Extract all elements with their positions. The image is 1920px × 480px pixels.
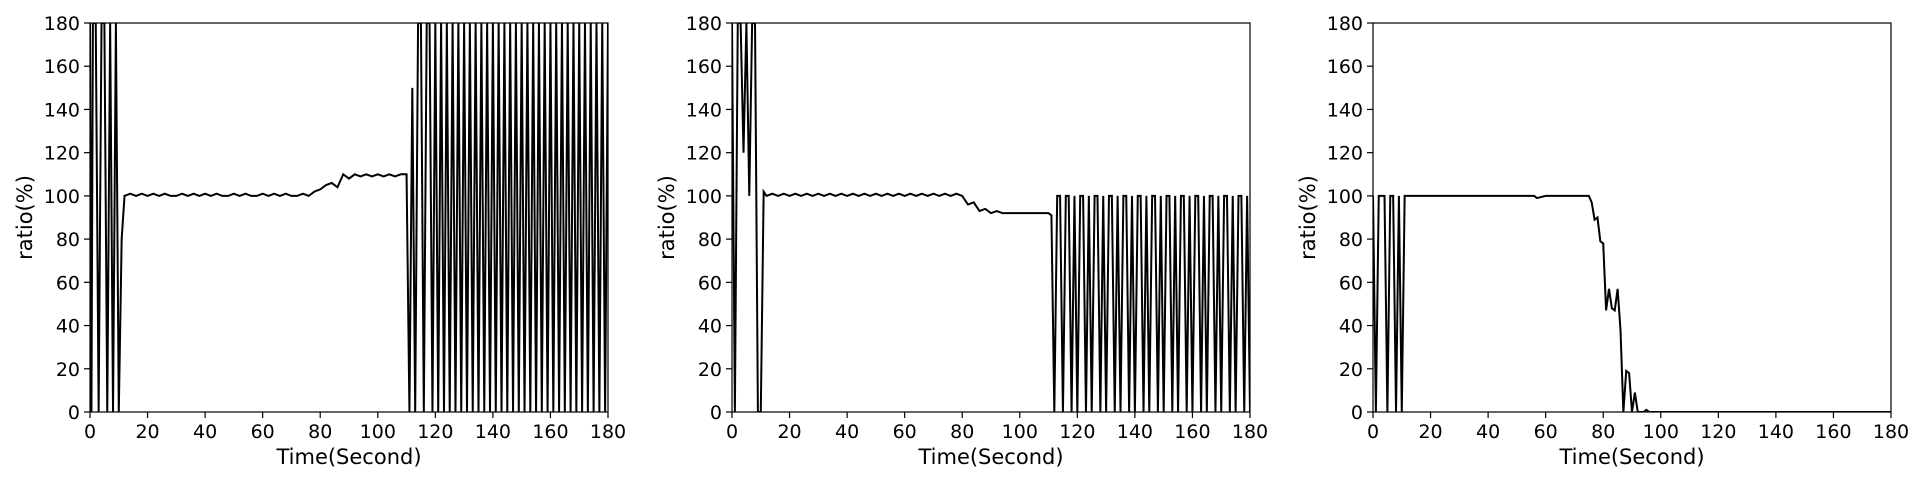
y-tick-label: 40: [1339, 316, 1363, 338]
x-tick-label: 60: [1534, 421, 1558, 443]
x-tick-label: 140: [475, 421, 511, 443]
x-tick-label: 0: [726, 421, 738, 443]
x-tick-label: 80: [308, 421, 332, 443]
chart-panel-2: 0 20 40 60 80 100 120 140 160 180 0 20 40 60 80 100 120 1…: [655, 13, 1268, 469]
y-tick-label: 80: [56, 229, 80, 251]
y-tick-label: 120: [1327, 143, 1363, 165]
x-axis-label: Time(Second): [275, 445, 421, 469]
x-axis-label: Time(Second): [1558, 445, 1704, 469]
y-axis-label: ratio(%): [13, 175, 37, 260]
y-axis-label: ratio(%): [1296, 175, 1320, 260]
x-tick-label: 180: [1873, 421, 1909, 443]
x-axis-label: Time(Second): [917, 445, 1063, 469]
y-tick-label: 160: [686, 56, 722, 78]
x-tick-label: 20: [777, 421, 801, 443]
y-tick-label: 160: [1327, 56, 1363, 78]
y-tick-label: 180: [44, 13, 80, 35]
x-tick-label: 140: [1117, 421, 1153, 443]
y-tick-label: 180: [686, 13, 722, 35]
y-tick-label: 20: [56, 359, 80, 381]
x-tick-label: 60: [893, 421, 917, 443]
y-tick-label: 40: [56, 316, 80, 338]
x-tick-label: 120: [1700, 421, 1736, 443]
y-tick-label: 120: [686, 143, 722, 165]
y-tick-label: 20: [1339, 359, 1363, 381]
y-tick-label: 60: [1339, 272, 1363, 294]
y-tick-label: 140: [1327, 99, 1363, 121]
x-tick-label: 160: [1174, 421, 1210, 443]
y-tick-label: 60: [56, 272, 80, 294]
plot-frame: [1372, 22, 1892, 413]
x-tick-label: 20: [135, 421, 159, 443]
y-tick-label: 60: [698, 272, 722, 294]
y-tick-label: 80: [698, 229, 722, 251]
y-tick-label: 20: [698, 359, 722, 381]
x-tick-label: 100: [1002, 421, 1038, 443]
series-line-1: [90, 23, 608, 412]
x-tick-label: 40: [193, 421, 217, 443]
y-tick-label: 0: [68, 402, 80, 424]
y-tick-label: 160: [44, 56, 80, 78]
y-tick-label: 120: [44, 143, 80, 165]
y-tick-label: 40: [698, 316, 722, 338]
x-tick-label: 60: [251, 421, 275, 443]
plot-frame: [89, 22, 609, 413]
x-tick-label: 120: [1059, 421, 1095, 443]
chart-panel-3: 0 20 40 60 80 100 120 140 160 180 0 20 40 60 80 100 120 1…: [1296, 13, 1909, 469]
y-tick-label: 0: [710, 402, 722, 424]
x-tick-label: 160: [532, 421, 568, 443]
x-tick-label: 0: [84, 421, 96, 443]
y-tick-label: 140: [686, 99, 722, 121]
x-tick-label: 40: [835, 421, 859, 443]
y-tick-label: 100: [686, 186, 722, 208]
x-tick-label: 100: [360, 421, 396, 443]
x-tick-label: 80: [1591, 421, 1615, 443]
y-tick-label: 100: [1327, 186, 1363, 208]
x-tick-label: 120: [417, 421, 453, 443]
y-tick-label: 180: [1327, 13, 1363, 35]
x-tick-label: 100: [1643, 421, 1679, 443]
x-tick-label: 0: [1367, 421, 1379, 443]
x-tick-label: 80: [950, 421, 974, 443]
x-tick-label: 20: [1418, 421, 1442, 443]
y-tick-label: 80: [1339, 229, 1363, 251]
x-tick-label: 180: [1232, 421, 1268, 443]
chart-panel-1: 0 20 40 60 80 100 120 140 160 180 0 20 40 60 80 100 120 1…: [13, 13, 626, 469]
y-tick-label: 0: [1351, 402, 1363, 424]
x-tick-label: 40: [1476, 421, 1500, 443]
plot-frame: [731, 22, 1251, 413]
x-tick-label: 180: [590, 421, 626, 443]
series-line-1: [732, 23, 1250, 412]
x-tick-label: 140: [1758, 421, 1794, 443]
y-tick-label: 140: [44, 99, 80, 121]
y-axis-label: ratio(%): [655, 175, 679, 260]
series-line-1: [1373, 194, 1891, 412]
x-tick-label: 160: [1815, 421, 1851, 443]
y-tick-label: 100: [44, 186, 80, 208]
